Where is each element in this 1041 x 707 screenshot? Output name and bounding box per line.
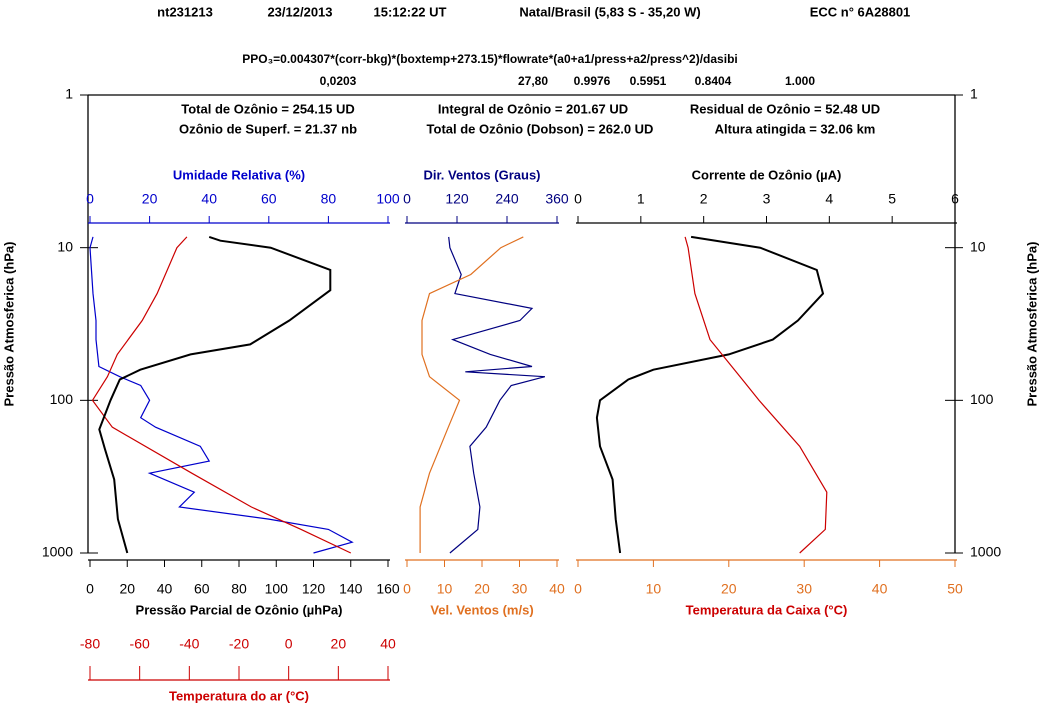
series-line (419, 236, 524, 553)
y-tick-label: 1000 (42, 544, 73, 560)
y-axis-label: Pressão Atmosferica (hPa) (1, 242, 16, 407)
x-tick-label: 50 (947, 581, 963, 597)
x-tick-label: 0 (86, 191, 94, 207)
header-item: 15:12:22 UT (374, 4, 447, 19)
y-tick-label: 100 (50, 391, 74, 407)
x-tick-label: 2 (700, 191, 708, 207)
x-axis-label: Umidade Relativa (%) (173, 167, 305, 182)
x-tick-label: 80 (321, 191, 337, 207)
x-axis-label: Corrente de Ozônio (µA) (692, 167, 842, 182)
x-tick-label: 120 (445, 191, 469, 207)
formula: PPO₃=0.004307*(corr-bkg)*(boxtemp+273.15… (242, 52, 737, 66)
summary: Residual de Ozônio = 52.48 UD (690, 101, 880, 116)
x-tick-label: 60 (194, 581, 210, 597)
summary: Total de Ozônio (Dobson) = 262.0 UD (427, 121, 654, 136)
x-tick-label: 0 (285, 636, 293, 652)
x-tick-label: 6 (951, 191, 959, 207)
header-item: Natal/Brasil (5,83 S - 35,20 W) (519, 4, 700, 19)
x-tick-label: 240 (495, 191, 519, 207)
series-line (89, 236, 354, 554)
coefficient: 1.000 (785, 74, 815, 88)
x-tick-label: 360 (545, 191, 569, 207)
x-tick-label: 20 (119, 581, 135, 597)
x-tick-label: 0 (574, 581, 582, 597)
coefficient: 0.8404 (695, 74, 732, 88)
x-tick-label: 40 (549, 581, 565, 597)
x-axis-label: Pressão Parcial de Ozônio (µhPa) (136, 602, 343, 617)
y-axis-label: Pressão Atmosferica (hPa) (1024, 242, 1039, 407)
summary: Integral de Ozônio = 201.67 UD (438, 101, 628, 116)
x-tick-label: 60 (261, 191, 277, 207)
y-tick-label: 1000 (970, 544, 1001, 560)
x-tick-label: 100 (265, 581, 289, 597)
y-tick-label: 1 (65, 86, 73, 102)
x-tick-label: 40 (872, 581, 888, 597)
x-axis-label: Temperatura do ar (°C) (169, 688, 309, 703)
x-tick-label: 40 (157, 581, 173, 597)
x-tick-label: 10 (646, 581, 662, 597)
x-tick-label: 80 (231, 581, 247, 597)
header-item: 23/12/2013 (267, 4, 332, 19)
x-tick-label: 10 (437, 581, 453, 597)
summary: Altura atingida = 32.06 km (715, 121, 876, 136)
y-tick-label: 10 (57, 238, 73, 254)
header-item: nt231213 (157, 4, 213, 19)
y-tick-label: 10 (970, 238, 986, 254)
series-line (98, 235, 332, 554)
x-tick-label: 0 (574, 191, 582, 207)
x-tick-label: -40 (179, 636, 199, 652)
header-item: ECC n° 6A28801 (810, 4, 911, 19)
x-tick-label: -20 (229, 636, 249, 652)
x-tick-label: 0 (86, 581, 94, 597)
series-line (91, 236, 352, 554)
x-tick-label: 40 (380, 636, 396, 652)
summary: Ozônio de Superf. = 21.37 nb (179, 121, 357, 136)
x-tick-label: 3 (763, 191, 771, 207)
series-line (595, 235, 825, 554)
coefficient: 0.9976 (574, 74, 611, 88)
x-tick-label: 20 (474, 581, 490, 597)
x-tick-label: -60 (130, 636, 150, 652)
x-axis-label: Dir. Ventos (Graus) (423, 167, 540, 182)
x-tick-label: 100 (376, 191, 400, 207)
x-tick-label: 30 (512, 581, 528, 597)
x-tick-label: 140 (339, 581, 363, 597)
x-tick-label: 5 (888, 191, 896, 207)
x-tick-label: -80 (80, 636, 100, 652)
x-tick-label: 160 (376, 581, 400, 597)
summary: Total de Ozônio = 254.15 UD (181, 101, 355, 116)
y-tick-label: 1 (970, 86, 978, 102)
x-axis-label: Vel. Ventos (m/s) (430, 602, 533, 617)
x-tick-label: 40 (201, 191, 217, 207)
coefficient: 0.5951 (630, 74, 667, 88)
coefficient: 0,0203 (320, 74, 357, 88)
x-tick-label: 1 (637, 191, 645, 207)
coefficient: 27,80 (518, 74, 548, 88)
x-tick-label: 120 (302, 581, 326, 597)
x-tick-label: 20 (721, 581, 737, 597)
x-tick-label: 0 (403, 191, 411, 207)
y-tick-label: 100 (970, 391, 994, 407)
frame (87, 94, 956, 553)
x-tick-label: 30 (796, 581, 812, 597)
series-line (684, 236, 828, 554)
x-axis-label: Temperatura da Caixa (°C) (686, 602, 848, 617)
x-tick-label: 4 (825, 191, 833, 207)
x-tick-label: 0 (403, 581, 411, 597)
x-tick-label: 20 (142, 191, 158, 207)
series-line (448, 236, 546, 554)
x-tick-label: 20 (331, 636, 347, 652)
